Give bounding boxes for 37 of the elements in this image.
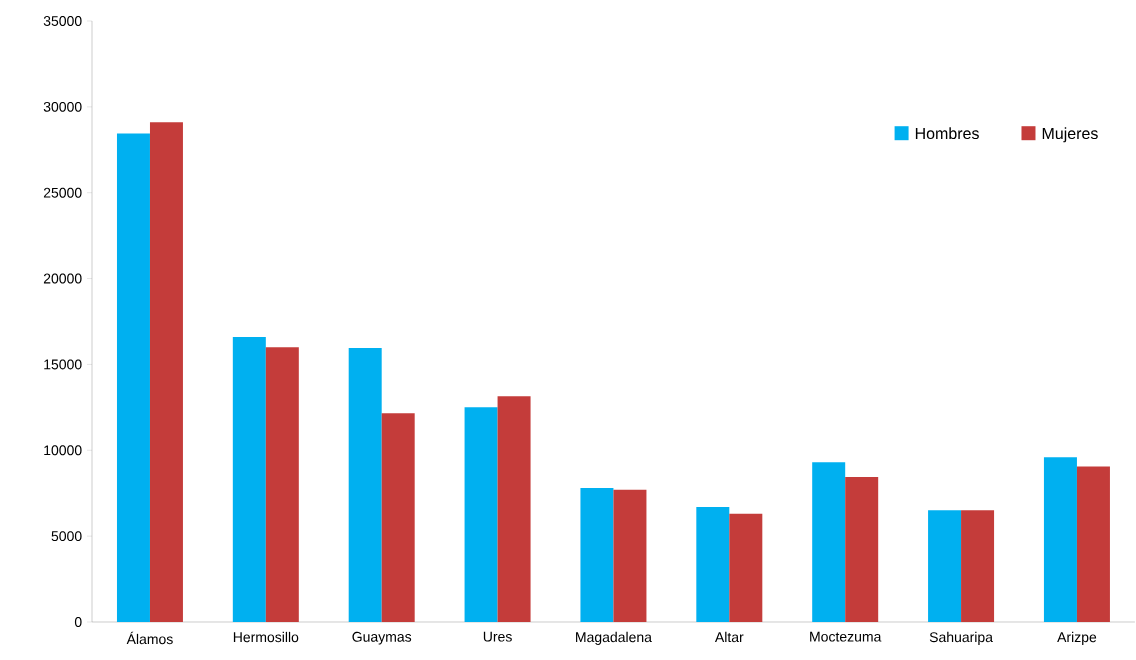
- bar: [961, 510, 995, 622]
- y-tick-label: 25000: [43, 187, 82, 198]
- bar: [116, 133, 150, 622]
- bar: [729, 513, 763, 622]
- legend-label: Hombres: [915, 127, 979, 140]
- y-tick-label: 20000: [43, 273, 82, 284]
- bar: [812, 462, 846, 622]
- x-tick-label: Magadalena: [576, 631, 652, 645]
- bar: [580, 488, 614, 622]
- bar: [1043, 457, 1077, 622]
- bar: [497, 396, 531, 622]
- bar: [232, 336, 266, 622]
- bar: [696, 506, 730, 622]
- legend-label: Mujeres: [1042, 127, 1098, 143]
- y-tick-label: 10000: [44, 445, 82, 456]
- y-tick-label: 0: [74, 617, 82, 627]
- x-tick-label: Hermosillo: [233, 631, 299, 643]
- x-tick-label: Sahuaripa: [929, 631, 993, 645]
- bar: [381, 413, 415, 622]
- bar: [928, 510, 962, 622]
- y-tick-label: 30000: [43, 101, 82, 112]
- x-tick-label: Arizpe: [1057, 631, 1097, 645]
- x-tick-label: Guaymas: [352, 631, 412, 645]
- bar: [464, 407, 498, 622]
- y-tick-label: 15000: [44, 359, 82, 370]
- y-tick-label: 5000: [51, 531, 82, 542]
- x-tick-label: Moctezuma: [810, 631, 882, 642]
- bar: [845, 476, 879, 622]
- x-tick-label: Altar: [714, 631, 744, 643]
- x-tick-label: Álamos: [126, 631, 173, 645]
- y-tick-label: 35000: [43, 16, 82, 26]
- bar: [613, 489, 647, 622]
- bar: [265, 347, 299, 622]
- bar: [149, 122, 183, 622]
- bar: [348, 348, 382, 622]
- x-tick-label: Ures: [483, 631, 512, 642]
- bar: [1076, 466, 1110, 622]
